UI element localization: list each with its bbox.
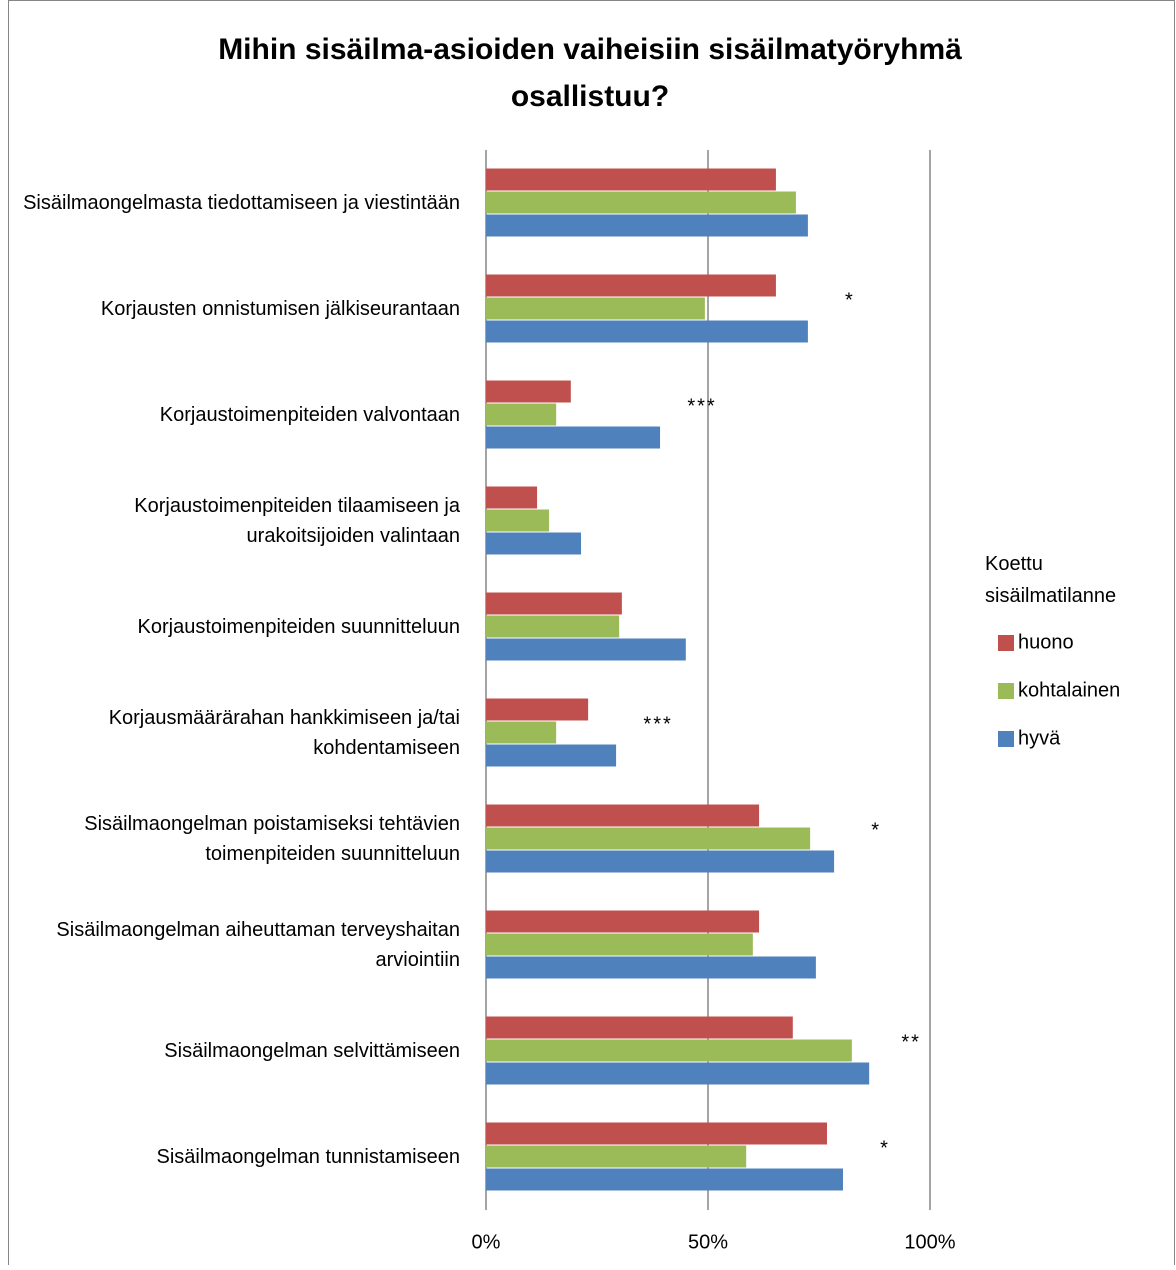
annotation: ** — [901, 1031, 921, 1053]
bar — [486, 638, 686, 661]
bar — [486, 214, 808, 237]
bar — [486, 804, 760, 827]
bar — [486, 956, 816, 979]
bar — [486, 532, 582, 555]
annotation: * — [845, 289, 855, 311]
bar — [486, 744, 617, 767]
legend-title-box: Koettu sisäilmatilanne — [985, 553, 1117, 607]
bar — [486, 698, 589, 721]
bar — [486, 850, 835, 873]
legend-swatch — [998, 635, 1014, 651]
bar — [486, 827, 811, 850]
category-label: Sisäilmaongelman aiheuttaman terveyshait… — [56, 919, 460, 971]
bar — [486, 191, 796, 214]
bar — [486, 403, 557, 426]
x-tick-label: 0% — [472, 1231, 501, 1253]
category-label-box: Korjausten onnistumisen jälkiseurantaan — [100, 298, 460, 320]
legend-swatch — [998, 731, 1014, 747]
bar — [486, 721, 557, 744]
category-label: Sisäilmaongelman selvittämiseen — [164, 1040, 460, 1062]
category-label-box: Sisäilmaongelman selvittämiseen — [164, 1040, 460, 1062]
bar — [486, 297, 705, 320]
bar — [486, 1145, 747, 1168]
category-label-box: Sisäilmaongelman aiheuttaman terveyshait… — [56, 919, 460, 971]
bar — [486, 486, 538, 509]
chart-title: Mihin sisäilma-asioiden vaiheisiin sisäi… — [218, 33, 962, 113]
legend-label: kohtalainen — [1018, 679, 1120, 701]
category-label-box: Korjaustoimenpiteiden tilaamiseen ja ura… — [134, 495, 460, 547]
annotation: *** — [643, 713, 672, 735]
legend-swatch — [998, 683, 1014, 699]
category-label: Korjaustoimenpiteiden valvontaan — [159, 404, 460, 426]
bar — [486, 380, 571, 403]
annotation: * — [880, 1137, 890, 1159]
legend-title: Koettu sisäilmatilanne — [985, 553, 1117, 607]
bar — [486, 933, 753, 956]
bar — [486, 1168, 843, 1191]
bar — [486, 1122, 827, 1145]
annotation: *** — [687, 395, 716, 417]
annotation: * — [871, 819, 881, 841]
category-label-box: Sisäilmaongelmasta tiedottamiseen ja vie… — [23, 192, 460, 214]
category-label: Korjausmäärärahan hankkimiseen ja/tai ko… — [108, 707, 460, 759]
bar — [486, 1016, 793, 1039]
bar — [486, 274, 776, 297]
bar — [486, 509, 550, 532]
category-label: Korjaustoimenpiteiden suunnitteluun — [137, 616, 460, 638]
category-label-box: Sisäilmaongelman tunnistamiseen — [156, 1146, 461, 1168]
bar — [486, 1039, 852, 1062]
category-label-box: Korjaustoimenpiteiden suunnitteluun — [137, 616, 460, 638]
bar — [486, 1062, 870, 1085]
x-tick-label: 50% — [688, 1231, 728, 1253]
category-label: Korjaustoimenpiteiden tilaamiseen ja ura… — [134, 495, 460, 547]
category-label: Sisäilmaongelman poistamiseksi tehtävien… — [84, 813, 460, 865]
bar — [486, 615, 620, 638]
category-label: Sisäilmaongelman tunnistamiseen — [156, 1146, 461, 1168]
category-label-box: Sisäilmaongelman poistamiseksi tehtävien… — [84, 813, 460, 865]
bar — [486, 592, 622, 615]
legend-label: huono — [1018, 631, 1074, 653]
legend-label: hyvä — [1018, 727, 1061, 749]
x-tick-label: 100% — [904, 1231, 955, 1253]
title-box: Mihin sisäilma-asioiden vaiheisiin sisäi… — [218, 33, 962, 113]
bar — [486, 426, 661, 449]
bar — [486, 910, 760, 933]
category-label: Korjausten onnistumisen jälkiseurantaan — [100, 298, 460, 320]
bar — [486, 168, 776, 191]
category-label-box: Korjausmäärärahan hankkimiseen ja/tai ko… — [108, 707, 460, 759]
category-label: Sisäilmaongelmasta tiedottamiseen ja vie… — [23, 192, 460, 214]
bar — [486, 320, 808, 343]
category-label-box: Korjaustoimenpiteiden valvontaan — [159, 404, 460, 426]
